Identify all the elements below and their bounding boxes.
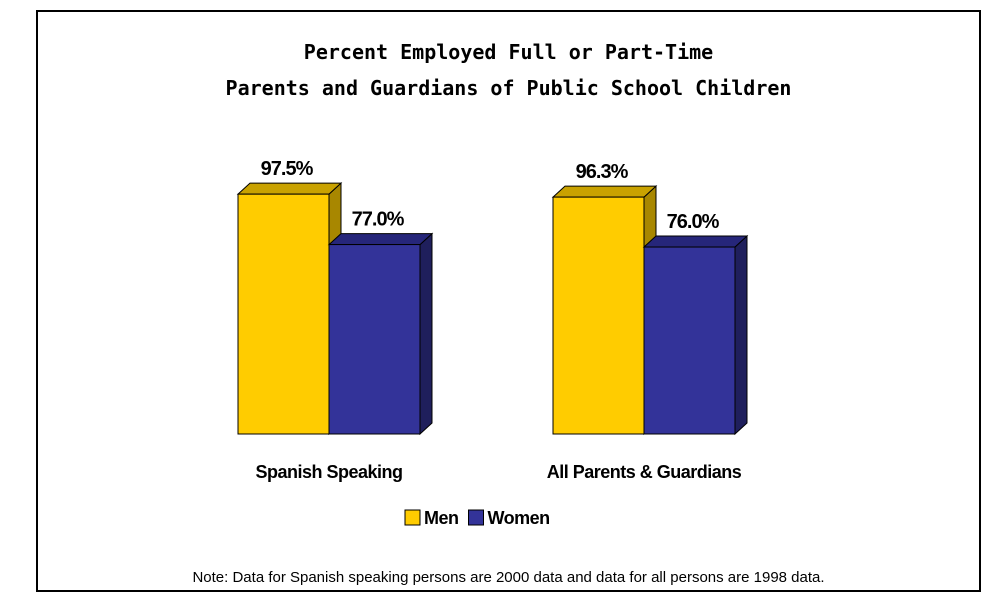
category-label-1: All Parents & Guardians: [547, 462, 742, 482]
data-label-men-1: 96.3%: [576, 161, 629, 183]
legend-swatch-women: [468, 509, 484, 526]
category-label-0: Spanish Speaking: [255, 462, 402, 482]
legend-label-women: Women: [488, 508, 550, 528]
chart-title: Percent Employed Full or Part-Time Paren…: [36, 34, 981, 106]
chart-title-line-2: Parents and Guardians of Public School C…: [225, 76, 792, 100]
chart-note: Note: Data for Spanish speaking persons …: [192, 569, 825, 586]
chart-title-line-1: Percent Employed Full or Part-Time: [303, 40, 714, 64]
bar-men-0: [237, 193, 330, 435]
legend-swatch-men: [404, 509, 421, 526]
data-label-women-0: 77.0%: [352, 209, 405, 231]
bar-top-men-1: [551, 185, 658, 198]
bar-women-0: [328, 244, 421, 435]
bar-side-women-1: [734, 234, 748, 436]
data-label-women-1: 76.0%: [667, 211, 720, 233]
bar-women-1: [643, 246, 736, 435]
data-label-men-0: 97.5%: [261, 158, 314, 180]
bar-top-women-0: [327, 233, 434, 246]
bar-top-men-0: [236, 182, 343, 195]
bar-top-women-1: [642, 235, 749, 248]
chart-frame: [36, 10, 981, 592]
bar-side-women-0: [419, 232, 433, 436]
legend-label-men: Men: [424, 508, 459, 528]
bar-men-1: [552, 196, 645, 435]
